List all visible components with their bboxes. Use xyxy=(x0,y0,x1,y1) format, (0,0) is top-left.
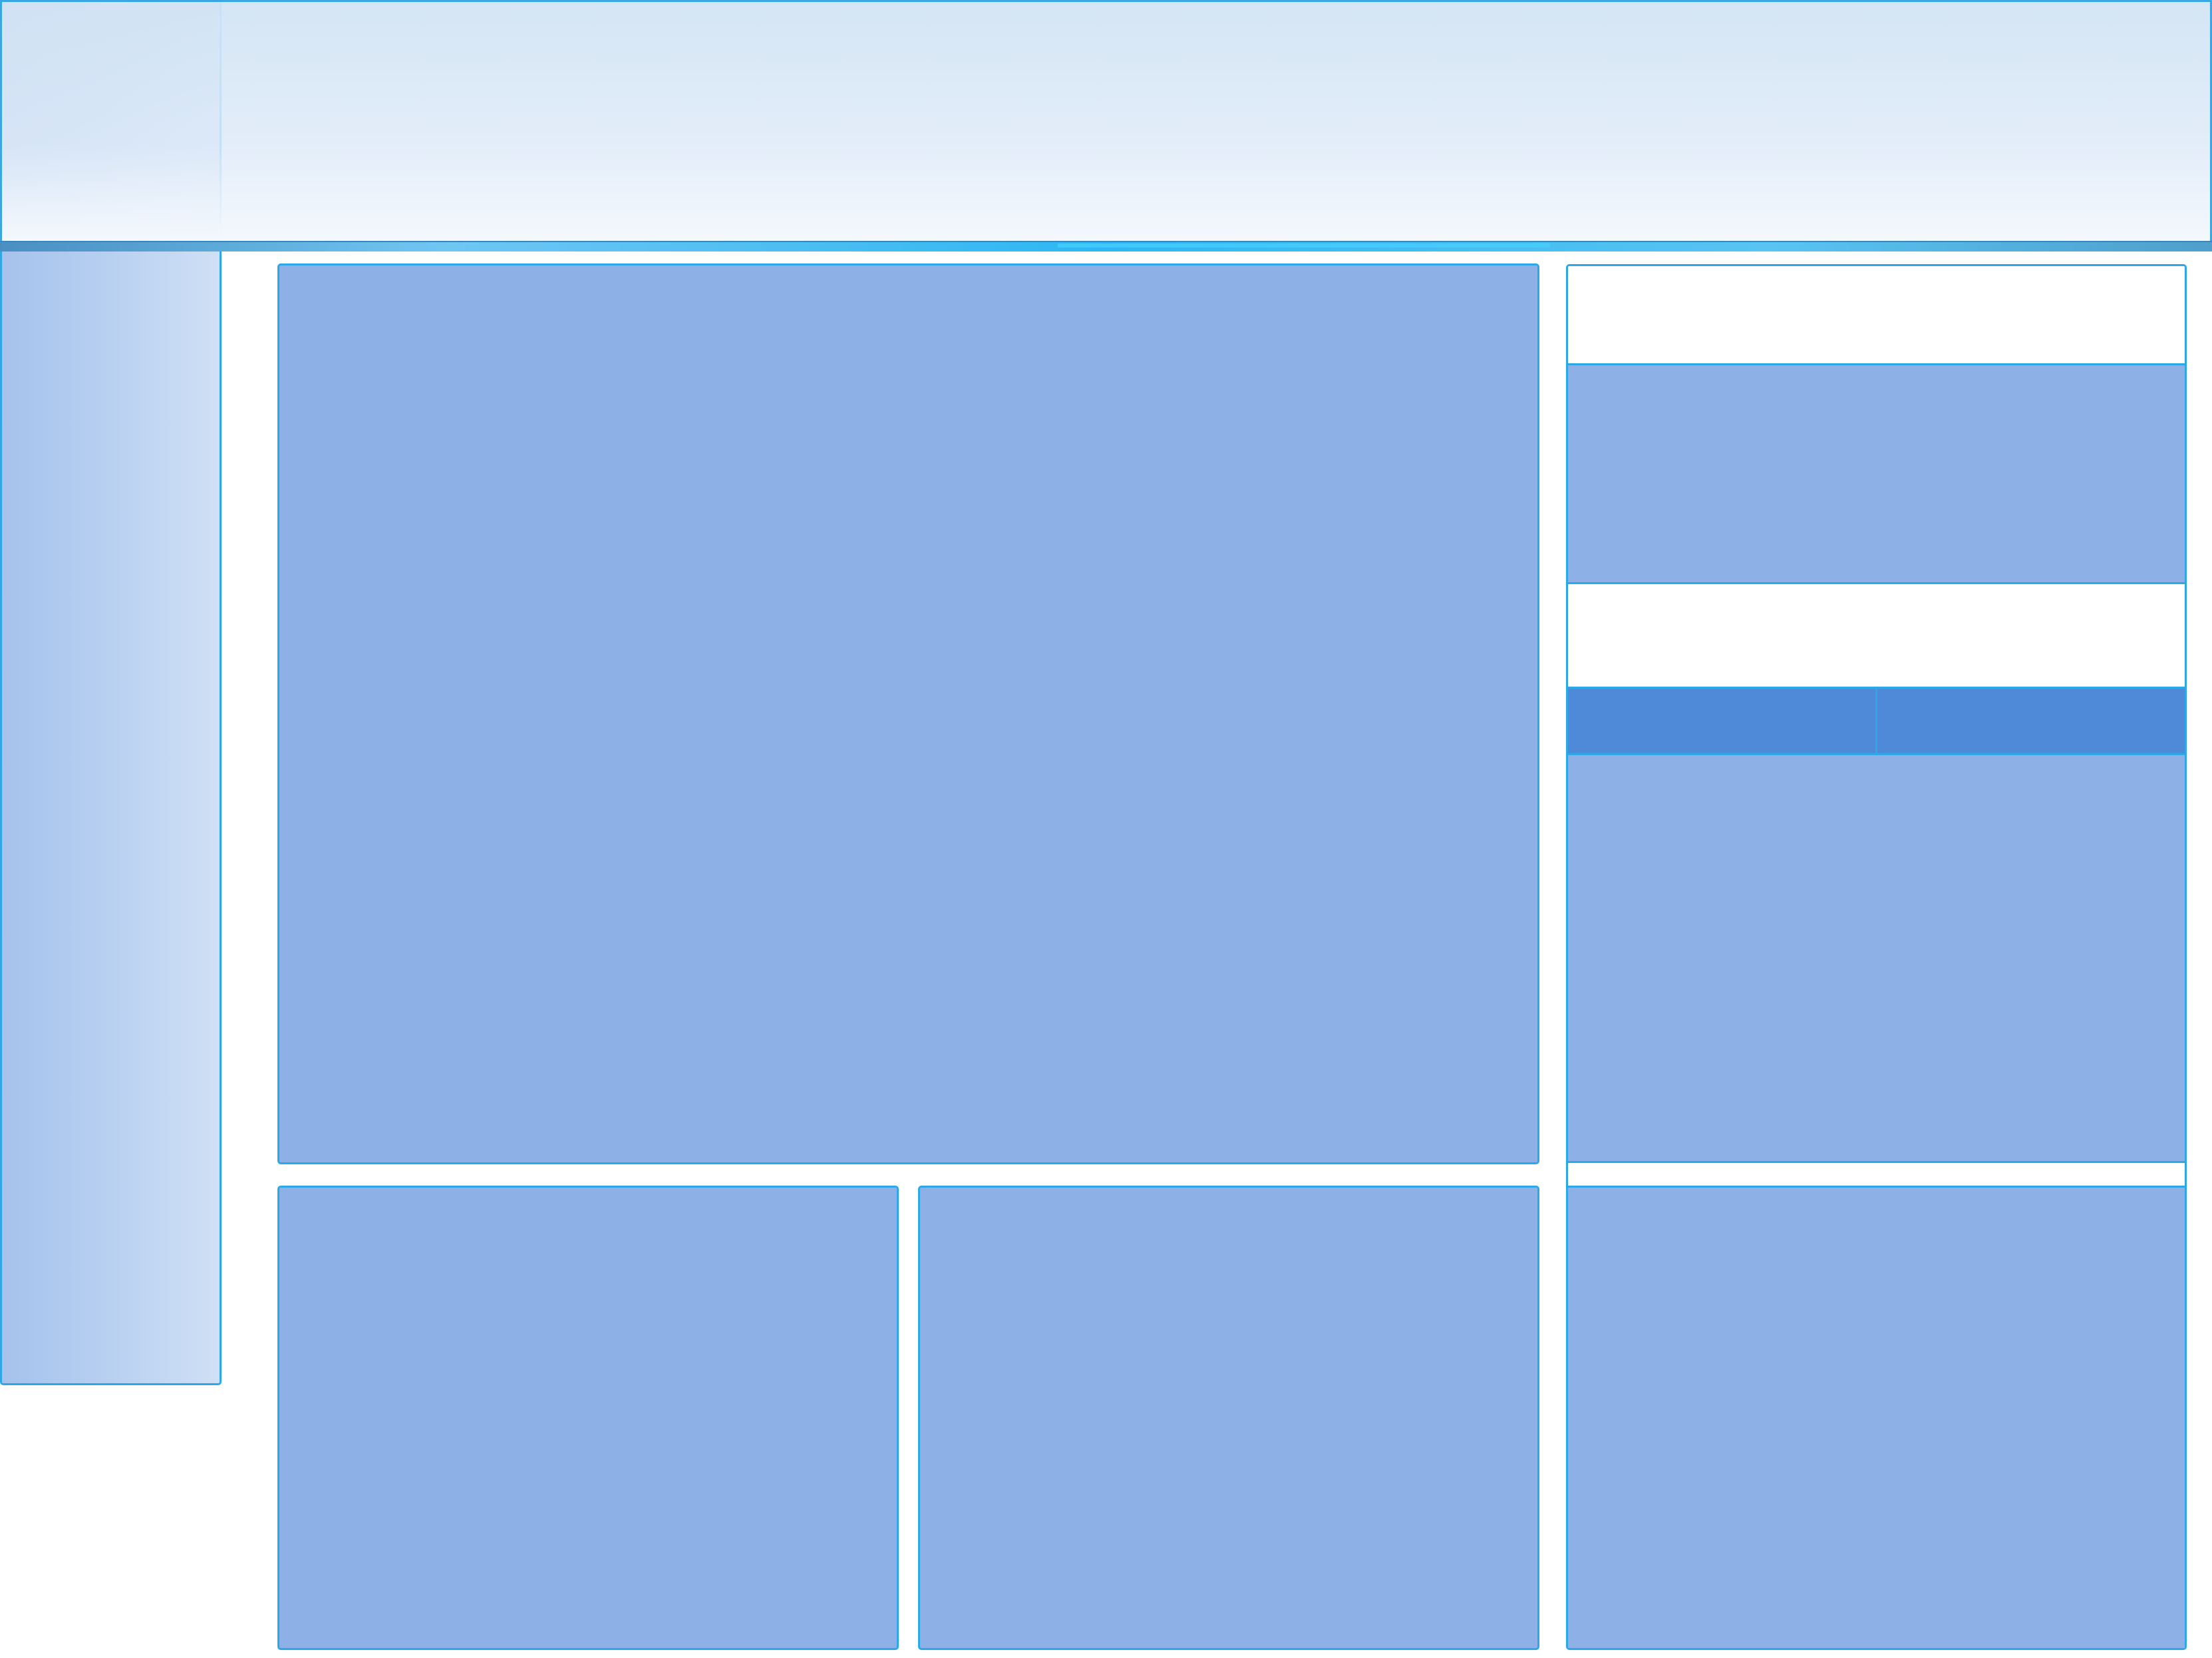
bottom-middle-panel xyxy=(918,1186,1539,1650)
bottom-left-panel xyxy=(277,1186,899,1650)
right-tab-content-panel xyxy=(1568,755,2185,1163)
header-banner xyxy=(0,0,2212,241)
right-top-panel xyxy=(1568,363,2185,584)
right-column xyxy=(1566,264,2187,1650)
right-tab-2[interactable] xyxy=(1875,689,2185,753)
main-content-panel xyxy=(277,263,1539,1164)
header-accent-highlight xyxy=(1058,244,1550,248)
right-bottom-panel xyxy=(1568,1186,2185,1648)
right-tab-bar xyxy=(1568,687,2185,755)
right-tab-1[interactable] xyxy=(1568,689,1875,753)
